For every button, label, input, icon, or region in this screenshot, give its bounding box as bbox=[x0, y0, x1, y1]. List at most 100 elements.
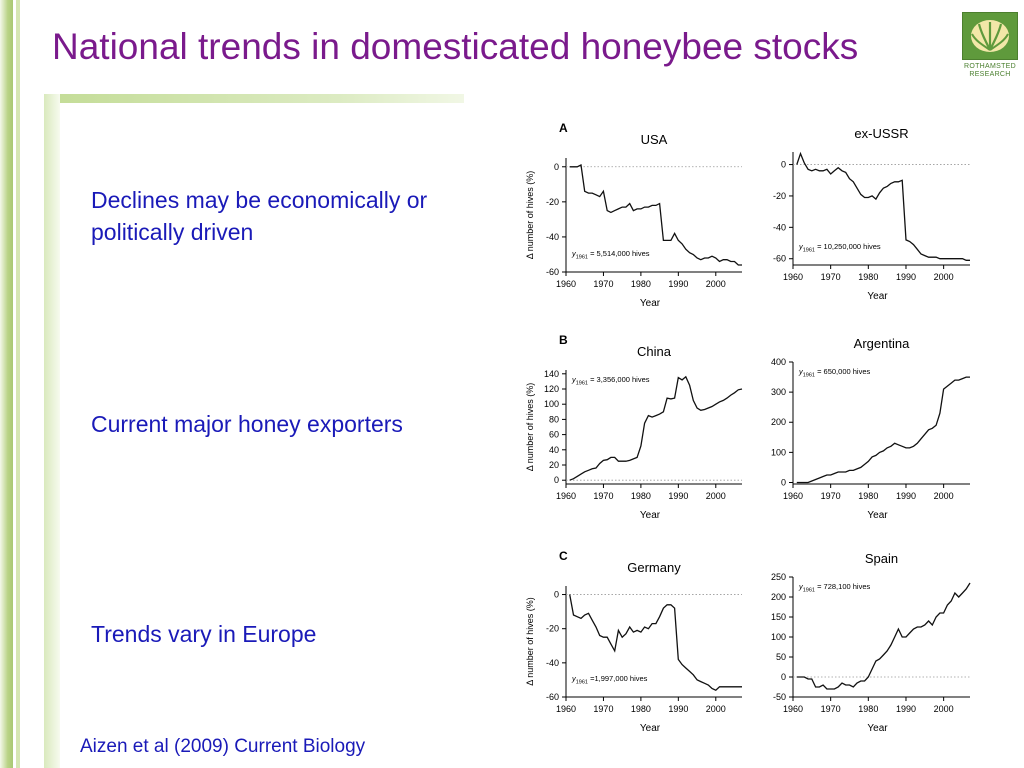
x-tick-label: 1990 bbox=[668, 491, 688, 501]
y-axis-label: Δ number of hives (%) bbox=[525, 171, 535, 260]
annotation-symbol: y bbox=[798, 367, 804, 376]
y-tick-label: 0 bbox=[781, 672, 786, 682]
x-tick-label: 1990 bbox=[668, 279, 688, 289]
bullet-economic-political: Declines may be economically or politica… bbox=[91, 187, 428, 245]
citation: Aizen et al (2009) Current Biology bbox=[80, 736, 366, 757]
chart-title: ex-USSR bbox=[854, 126, 908, 141]
chart-0: 1960 1970 1980 1990 2000 0 -20 -40 -60 USA A Year Δ … bbox=[525, 121, 742, 309]
y-tick-label: 0 bbox=[781, 477, 786, 487]
chart-title: Germany bbox=[627, 560, 681, 575]
x-tick-label: 1960 bbox=[783, 704, 803, 714]
y-tick-label: -20 bbox=[546, 624, 559, 634]
x-tick-label: 1970 bbox=[821, 704, 841, 714]
y-tick-label: -20 bbox=[773, 191, 786, 201]
x-tick-label: 2000 bbox=[934, 704, 954, 714]
x-tick-label: 2000 bbox=[706, 279, 726, 289]
y-tick-label: -40 bbox=[546, 232, 559, 242]
y-tick-label: 0 bbox=[554, 162, 559, 172]
x-tick-label: 1980 bbox=[858, 704, 878, 714]
leaf-logo-icon bbox=[971, 20, 1009, 52]
x-tick-label: 1990 bbox=[896, 704, 916, 714]
y-tick-label: 100 bbox=[771, 447, 786, 457]
logo-text-line1: ROTHAMSTED bbox=[964, 63, 1016, 70]
title-underline bbox=[44, 94, 464, 103]
y-tick-label: 60 bbox=[549, 430, 559, 440]
y-tick-label: 0 bbox=[781, 160, 786, 170]
annotation-symbol: y bbox=[571, 249, 577, 258]
chart-4: 1960 1970 1980 1990 2000 0 -20 -40 -60 Germany C Ye… bbox=[525, 549, 742, 734]
y-tick-label: -20 bbox=[546, 197, 559, 207]
annotation-text: = 3,356,000 hives bbox=[588, 375, 650, 384]
annotation-symbol: y bbox=[798, 582, 804, 591]
base-year-annotation: y1961 = 650,000 hives bbox=[798, 367, 871, 379]
y-tick-label: 250 bbox=[771, 572, 786, 582]
y-tick-label: 120 bbox=[544, 384, 559, 394]
chart-1: 1960 1970 1980 1990 2000 0 -20 -40 -60 ex-USSR Yea… bbox=[773, 126, 970, 302]
x-tick-label: 1990 bbox=[896, 491, 916, 501]
left-accent-bar bbox=[0, 0, 13, 768]
y-tick-label: -60 bbox=[773, 254, 786, 264]
series-line bbox=[796, 151, 970, 261]
annotation-symbol: y bbox=[798, 242, 804, 251]
x-tick-label: 1980 bbox=[631, 279, 651, 289]
y-tick-label: 150 bbox=[771, 612, 786, 622]
bullet-honey-exporters: Current major honey exporters bbox=[91, 411, 403, 437]
x-axis-label: Year bbox=[640, 298, 661, 309]
logo-mark bbox=[962, 12, 1018, 60]
base-year-annotation: y1961 = 3,356,000 hives bbox=[571, 375, 650, 387]
series-line bbox=[569, 375, 743, 481]
content-side-rule bbox=[44, 94, 60, 768]
series-line bbox=[796, 582, 971, 690]
panel-letter: C bbox=[559, 549, 568, 563]
x-tick-label: 1960 bbox=[556, 704, 576, 714]
y-tick-label: 0 bbox=[554, 590, 559, 600]
annotation-text: = 728,100 hives bbox=[815, 582, 871, 591]
annotation-text: = 5,514,000 hives bbox=[588, 249, 650, 258]
annotation-text: = 650,000 hives bbox=[815, 367, 871, 376]
chart-title: China bbox=[637, 344, 672, 359]
x-tick-label: 1960 bbox=[556, 491, 576, 501]
series-line bbox=[569, 594, 742, 691]
x-axis-label: Year bbox=[640, 723, 661, 734]
chart-title: Spain bbox=[865, 551, 898, 566]
chart-3: 1960 1970 1980 1990 2000 0 100 200 300 400 Argenti… bbox=[771, 336, 970, 521]
x-tick-label: 2000 bbox=[706, 491, 726, 501]
y-tick-label: 20 bbox=[549, 460, 559, 470]
base-year-annotation: y1961 =1,997,000 hives bbox=[571, 674, 648, 686]
panel-letter: B bbox=[559, 333, 568, 347]
chart-5: 1960 1970 1980 1990 2000 250 200 150 100 50 0 -50 Sp… bbox=[771, 551, 971, 734]
annotation-text: =1,997,000 hives bbox=[588, 674, 648, 683]
chart-2: 1960 1970 1980 1990 2000 0 20 40 60 80 100 120 140 Ch… bbox=[525, 333, 743, 521]
chart-title: USA bbox=[641, 132, 668, 147]
x-tick-label: 1970 bbox=[821, 491, 841, 501]
x-tick-label: 1980 bbox=[631, 491, 651, 501]
y-tick-label: -50 bbox=[773, 692, 786, 702]
x-tick-label: 1980 bbox=[858, 491, 878, 501]
x-axis-label: Year bbox=[640, 510, 661, 521]
annotation-subscript: 1961 bbox=[803, 588, 815, 594]
x-tick-label: 1990 bbox=[896, 272, 916, 282]
bullet-europe-trends: Trends vary in Europe bbox=[91, 621, 317, 647]
chart-title: Argentina bbox=[854, 336, 910, 351]
y-tick-label: 140 bbox=[544, 369, 559, 379]
logo-text: ROTHAMSTED RESEARCH bbox=[962, 63, 1018, 79]
annotation-subscript: 1961 bbox=[576, 381, 588, 387]
y-tick-label: -40 bbox=[546, 658, 559, 668]
y-tick-label: -60 bbox=[546, 267, 559, 277]
y-tick-label: 300 bbox=[771, 387, 786, 397]
x-axis-label: Year bbox=[867, 510, 888, 521]
annotation-subscript: 1961 bbox=[576, 680, 588, 686]
annotation-text: = 10,250,000 hives bbox=[815, 242, 881, 251]
x-tick-label: 1970 bbox=[593, 704, 613, 714]
y-axis-label: Δ number of hives (%) bbox=[525, 597, 535, 686]
y-tick-label: 80 bbox=[549, 414, 559, 424]
left-accent-stripe bbox=[16, 0, 20, 768]
x-tick-label: 1980 bbox=[858, 272, 878, 282]
x-axis-label: Year bbox=[867, 723, 888, 734]
y-tick-label: 200 bbox=[771, 417, 786, 427]
annotation-subscript: 1961 bbox=[803, 248, 815, 254]
annotation-subscript: 1961 bbox=[576, 255, 588, 261]
y-tick-label: 40 bbox=[549, 445, 559, 455]
base-year-annotation: y1961 = 5,514,000 hives bbox=[571, 249, 650, 261]
y-tick-label: -60 bbox=[546, 692, 559, 702]
